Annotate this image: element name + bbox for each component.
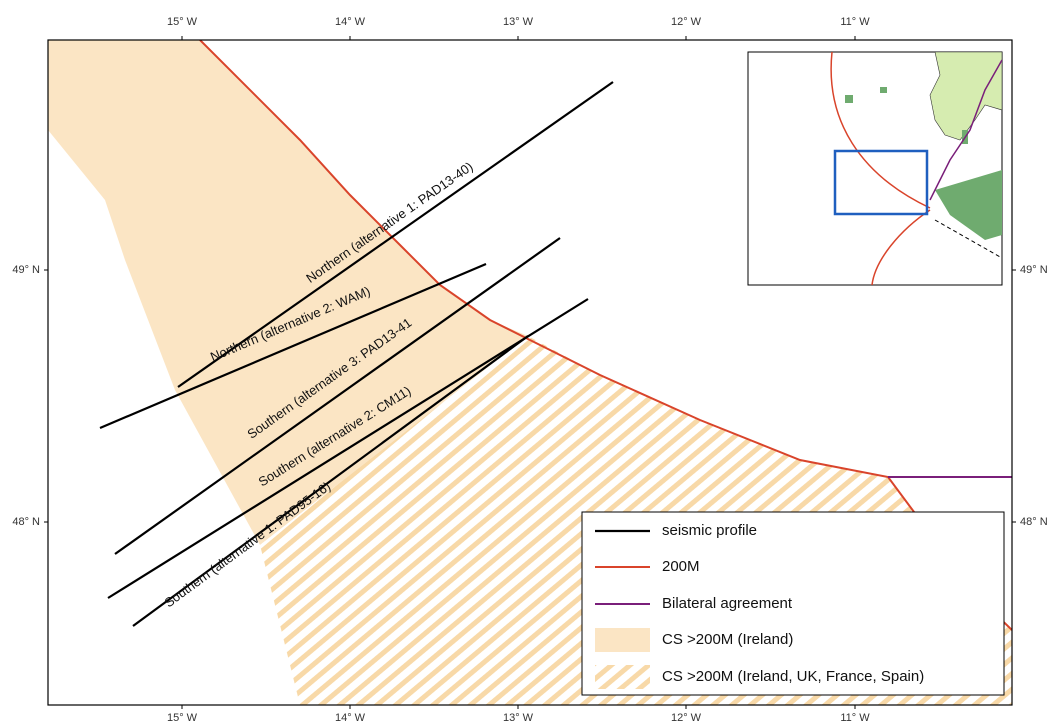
legend-label: Bilateral agreement — [662, 595, 793, 612]
ticks — [44, 36, 1016, 709]
legend-label: seismic profile — [662, 522, 757, 539]
y-tick-label: 48° N — [1020, 516, 1048, 528]
map-frame — [47, 39, 1013, 706]
x-tick-label: 13° W — [503, 16, 534, 28]
x-tick-label: 12° W — [671, 16, 702, 28]
x-tick-label: 13° W — [503, 712, 534, 724]
legend-label: CS >200M (Ireland) — [662, 631, 793, 648]
inset-map — [747, 51, 1003, 286]
x-tick-label: 11° W — [840, 16, 870, 28]
x-tick-label: 14° W — [335, 16, 366, 28]
x-tick-label: 14° W — [335, 712, 366, 724]
legend: seismic profile 200M Bilateral agreement… — [581, 511, 1005, 696]
x-tick-label: 11° W — [840, 712, 870, 724]
legend-label: CS >200M (Ireland, UK, France, Spain) — [662, 668, 924, 685]
x-tick-label: 15° W — [167, 16, 198, 28]
y-tick-label: 49° N — [12, 264, 40, 276]
seismic-profiles — [99, 81, 614, 627]
legend-label: 200M — [662, 558, 700, 575]
y-tick-label: 48° N — [12, 516, 40, 528]
cs-ireland-area — [48, 40, 528, 545]
y-tick-label: 49° N — [1020, 264, 1048, 276]
x-tick-label: 12° W — [671, 712, 702, 724]
x-tick-label: 15° W — [167, 712, 198, 724]
